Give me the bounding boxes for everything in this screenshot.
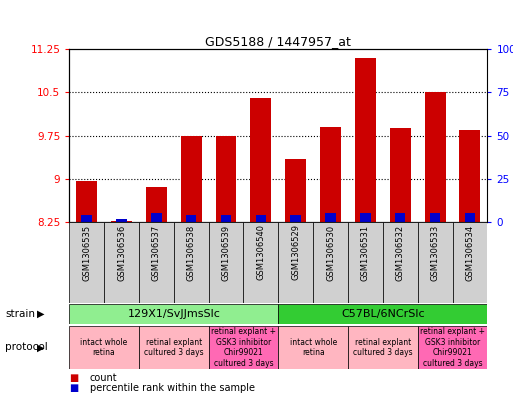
FancyBboxPatch shape (452, 222, 487, 303)
Text: 129X1/SvJJmsSlc: 129X1/SvJJmsSlc (127, 309, 220, 319)
Text: GSM1306533: GSM1306533 (430, 224, 440, 281)
Bar (465, 213, 475, 222)
Text: GSM1306534: GSM1306534 (465, 224, 475, 281)
Bar (325, 213, 336, 222)
Text: count: count (90, 373, 117, 383)
Text: retinal explant +
GSK3 inhibitor
Chir99021
cultured 3 days: retinal explant + GSK3 inhibitor Chir990… (211, 327, 276, 367)
Text: GSM1306531: GSM1306531 (361, 224, 370, 281)
Bar (290, 215, 301, 222)
Bar (215, 136, 236, 222)
FancyBboxPatch shape (278, 222, 313, 303)
Text: GSM1306540: GSM1306540 (256, 224, 265, 281)
Text: GSM1306529: GSM1306529 (291, 224, 300, 281)
Text: intact whole
retina: intact whole retina (81, 338, 128, 357)
Text: retinal explant +
GSK3 inhibitor
Chir99021
cultured 3 days: retinal explant + GSK3 inhibitor Chir990… (420, 327, 485, 367)
FancyBboxPatch shape (418, 326, 487, 369)
Text: GSM1306530: GSM1306530 (326, 224, 335, 281)
Text: intact whole
retina: intact whole retina (289, 338, 337, 357)
Bar (460, 130, 480, 222)
FancyBboxPatch shape (278, 326, 348, 369)
FancyBboxPatch shape (69, 304, 278, 324)
Bar (255, 215, 266, 222)
Bar (146, 187, 167, 222)
Bar (221, 215, 231, 222)
Bar (355, 58, 376, 222)
Text: ▶: ▶ (37, 342, 45, 353)
FancyBboxPatch shape (278, 304, 487, 324)
FancyBboxPatch shape (209, 222, 244, 303)
Text: GSM1306537: GSM1306537 (152, 224, 161, 281)
Bar (82, 215, 92, 222)
Text: GSM1306535: GSM1306535 (82, 224, 91, 281)
FancyBboxPatch shape (418, 222, 452, 303)
Bar (151, 213, 162, 222)
Bar (285, 159, 306, 222)
Text: ■: ■ (69, 373, 78, 383)
FancyBboxPatch shape (313, 222, 348, 303)
Bar (186, 215, 196, 222)
Bar (395, 213, 405, 222)
Text: retinal explant
cultured 3 days: retinal explant cultured 3 days (353, 338, 412, 357)
FancyBboxPatch shape (209, 326, 278, 369)
Text: percentile rank within the sample: percentile rank within the sample (90, 383, 255, 393)
FancyBboxPatch shape (174, 222, 209, 303)
Text: retinal explant
cultured 3 days: retinal explant cultured 3 days (144, 338, 204, 357)
FancyBboxPatch shape (348, 222, 383, 303)
Title: GDS5188 / 1447957_at: GDS5188 / 1447957_at (205, 35, 351, 48)
Text: GSM1306538: GSM1306538 (187, 224, 195, 281)
Bar (430, 213, 440, 222)
Bar (390, 128, 411, 222)
FancyBboxPatch shape (104, 222, 139, 303)
Bar (116, 219, 127, 222)
Bar (320, 127, 341, 222)
Text: GSM1306536: GSM1306536 (117, 224, 126, 281)
FancyBboxPatch shape (348, 326, 418, 369)
Bar (111, 221, 132, 222)
Text: GSM1306539: GSM1306539 (222, 224, 230, 281)
Bar (360, 213, 370, 222)
Text: GSM1306532: GSM1306532 (396, 224, 405, 281)
Text: protocol: protocol (5, 342, 48, 353)
FancyBboxPatch shape (139, 326, 209, 369)
Text: strain: strain (5, 309, 35, 319)
Text: ■: ■ (69, 383, 78, 393)
FancyBboxPatch shape (69, 326, 139, 369)
Bar (76, 180, 97, 222)
Bar (181, 136, 202, 222)
Bar (425, 92, 445, 222)
FancyBboxPatch shape (383, 222, 418, 303)
FancyBboxPatch shape (139, 222, 174, 303)
Text: ▶: ▶ (37, 309, 45, 319)
Bar (250, 98, 271, 222)
FancyBboxPatch shape (69, 222, 104, 303)
Text: C57BL/6NCrSlc: C57BL/6NCrSlc (341, 309, 425, 319)
FancyBboxPatch shape (244, 222, 278, 303)
